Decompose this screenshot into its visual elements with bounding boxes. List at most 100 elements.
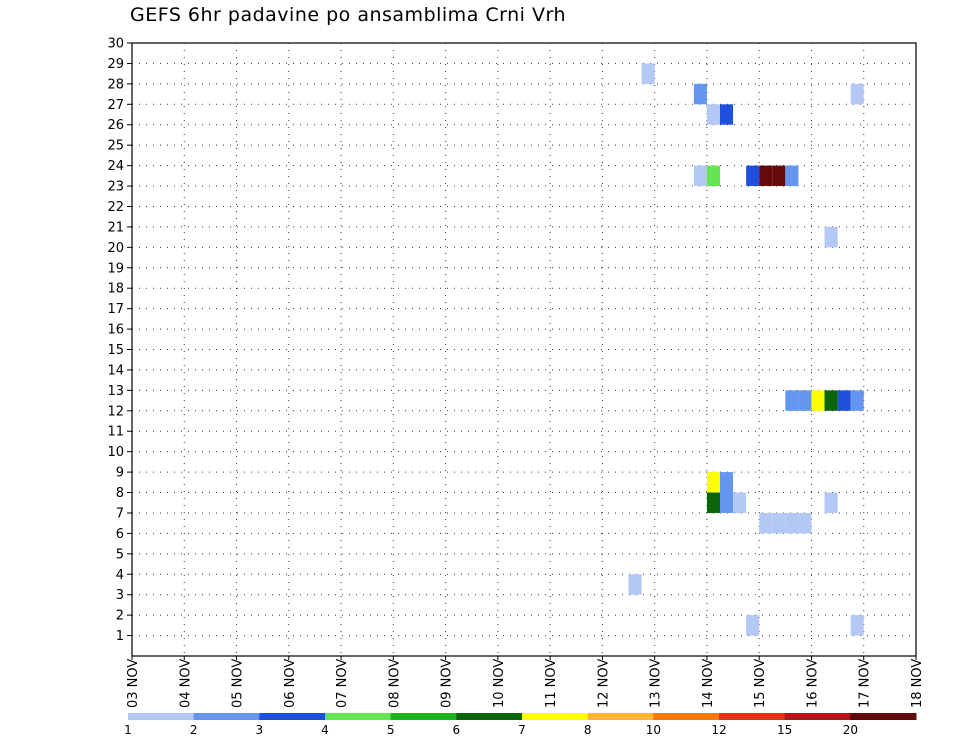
y-tick-label: 27 [107,98,124,113]
y-tick-label: 3 [116,588,124,603]
y-tick-label: 1 [116,629,124,644]
heatmap-cell [824,226,838,248]
y-tick-label: 8 [116,486,124,501]
y-tick-label: 4 [116,568,124,583]
heatmap-cell [720,492,734,513]
x-tick-label: 04 NOV [178,659,193,708]
colorbar-label: 4 [321,723,329,737]
colorbar-label: 15 [777,723,792,737]
heatmap-cell [693,165,707,187]
colorbar-label: 20 [843,723,858,737]
colorbar-label: 2 [190,723,198,737]
chart-title: GEFS 6hr padavine po ansamblima Crni Vrh [130,4,566,26]
colorbar-segment [390,713,457,720]
heatmap-cell [641,63,655,84]
heatmap-cell [720,104,734,125]
y-tick-label: 18 [107,282,124,297]
colorbar-segment [193,713,260,720]
y-tick-label: 13 [107,384,124,399]
y-tick-label: 25 [107,139,124,154]
y-tick-label: 10 [107,445,124,460]
heatmap-cell [850,83,864,105]
heatmap-cell [759,512,773,534]
colorbar-segment [325,713,392,720]
y-tick-label: 16 [107,323,124,338]
y-tick-label: 28 [107,77,124,92]
colorbar-label: 7 [518,723,526,737]
y-tick-label: 14 [107,363,124,378]
heatmap-cell [772,165,786,187]
x-tick-label: 09 NOV [440,659,455,708]
y-tick-label: 22 [107,200,124,215]
x-tick-label: 12 NOV [596,659,611,708]
y-tick-label: 5 [116,547,124,562]
y-tick-label: 20 [107,241,124,256]
colorbar-label: 1 [124,723,132,737]
x-tick-label: 06 NOV [283,659,298,708]
y-tick-label: 9 [116,466,124,481]
heatmap-cell [824,492,838,513]
heatmap-cell [850,615,864,636]
colorbar-label: 10 [646,723,661,737]
cell-layer [628,63,864,636]
y-tick-label: 15 [107,343,124,358]
heatmap-cell [850,390,864,411]
y-tick-label: 26 [107,118,124,133]
colorbar-segment [522,713,589,720]
heatmap-cell [628,574,642,595]
heatmap-cell [693,83,707,105]
heatmap-cell [746,615,760,636]
heatmap-cell [706,165,720,187]
heatmap-cell [785,165,799,187]
y-tick-label: 12 [107,404,124,419]
heatmap-cell [706,104,720,125]
colorbar-segment [259,713,326,720]
heatmap-cell [720,472,734,493]
y-tick-label: 7 [116,506,124,521]
x-tick-label: 07 NOV [335,659,350,708]
colorbar-label: 8 [584,723,592,737]
y-tick-label: 6 [116,527,124,542]
heatmap-cell [785,390,799,411]
colorbar-segment [653,713,720,720]
colorbar-label: 5 [387,723,395,737]
y-tick-label: 23 [107,180,124,195]
y-tick-label: 19 [107,261,124,276]
x-axis: 03 NOV 04 NOV 05 NOV 06 NOV 07 NOV 08 NOV 09 N… [126,656,925,708]
colorbar-label: 3 [256,723,264,737]
colorbar-segment [128,713,195,720]
x-tick-label: 14 NOV [701,659,716,708]
y-tick-label: 24 [107,159,124,174]
heatmap-cell [746,165,760,187]
heatmap-cell [706,492,720,513]
y-tick-label: 2 [116,609,124,624]
y-axis: 1234567891011121314151617181920212223242… [107,37,132,644]
x-tick-label: 16 NOV [805,659,820,708]
x-tick-label: 11 NOV [544,659,559,708]
heatmap-cell [785,512,799,534]
colorbar-label: 6 [453,723,461,737]
colorbar-segment [587,713,654,720]
x-tick-label: 17 NOV [858,659,873,708]
heatmap-cell [798,390,812,411]
grid-layer [132,43,916,656]
x-tick-label: 18 NOV [910,659,925,708]
x-tick-label: 05 NOV [231,659,246,708]
heatmap-cell [798,512,812,534]
y-tick-label: 17 [107,302,124,317]
colorbar-segment [456,713,523,720]
heatmap-cell [772,512,786,534]
heatmap-cell [811,390,825,411]
y-tick-label: 21 [107,220,124,235]
y-tick-label: 30 [107,37,124,52]
y-tick-label: 11 [107,425,124,440]
x-tick-label: 10 NOV [492,659,507,708]
x-tick-label: 08 NOV [387,659,402,708]
y-tick-label: 29 [107,57,124,72]
heatmap-cell [759,165,773,187]
colorbar-segment [850,713,917,720]
x-tick-label: 15 NOV [753,659,768,708]
colorbar-label: 12 [711,723,726,737]
heatmap-cell [733,492,747,513]
